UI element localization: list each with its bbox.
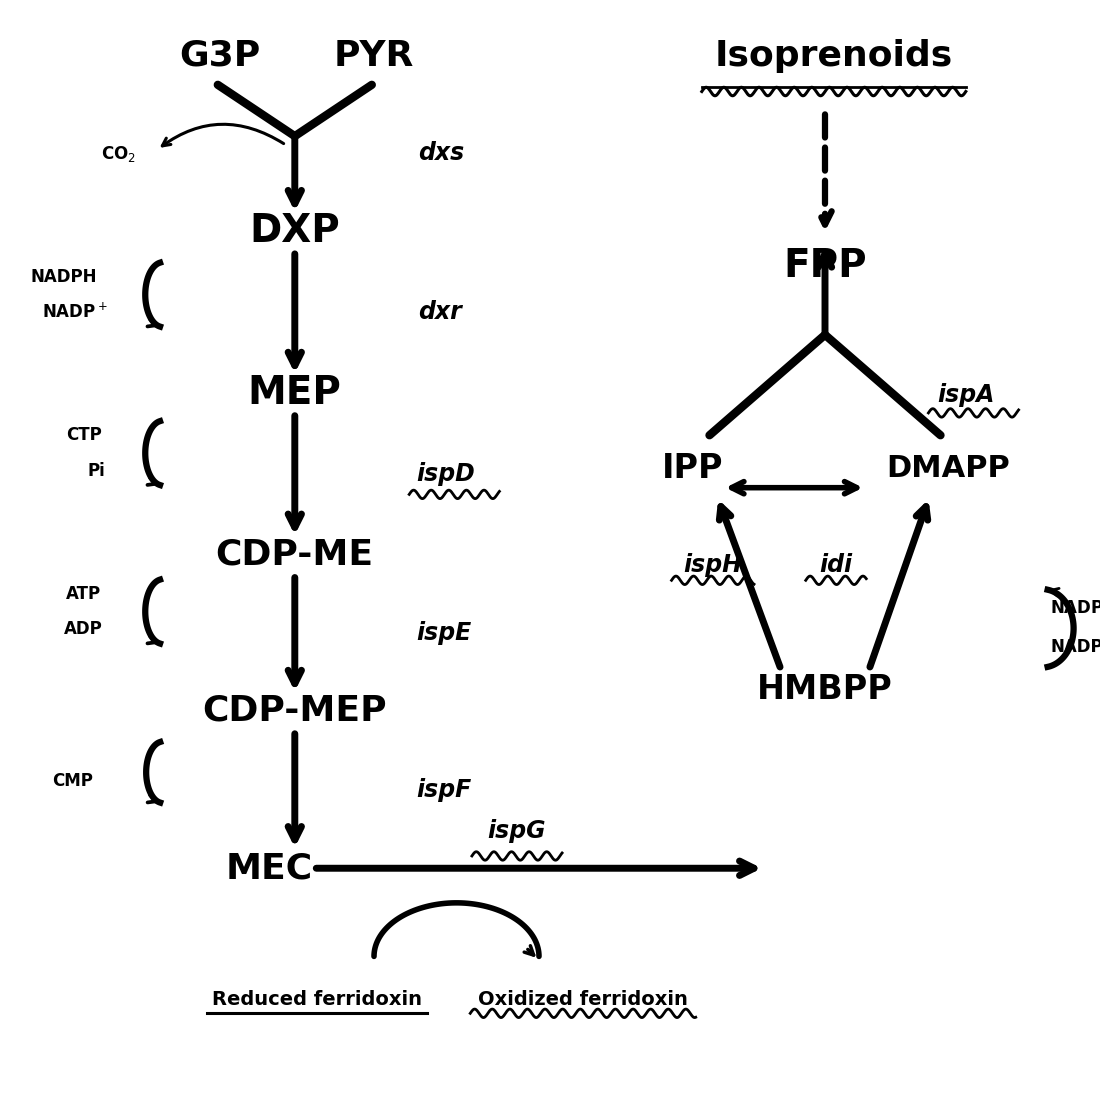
Text: NADPH: NADPH <box>1050 638 1100 656</box>
Text: CDP-ME: CDP-ME <box>216 538 374 571</box>
Text: Reduced ferridoxin: Reduced ferridoxin <box>212 990 421 1010</box>
Text: MEC: MEC <box>226 852 314 885</box>
Text: G3P: G3P <box>179 39 261 73</box>
Text: MEP: MEP <box>248 374 342 412</box>
Text: CO$_2$: CO$_2$ <box>101 144 136 164</box>
Text: ADP: ADP <box>64 620 103 638</box>
Text: PYR: PYR <box>333 39 415 73</box>
Text: NADP$^+$: NADP$^+$ <box>42 302 108 323</box>
Text: Isoprenoids: Isoprenoids <box>715 39 953 73</box>
Text: IPP: IPP <box>662 452 724 485</box>
Text: ispA: ispA <box>937 383 994 407</box>
Text: ATP: ATP <box>66 585 101 603</box>
Text: CDP-MEP: CDP-MEP <box>202 694 387 728</box>
Text: DMAPP: DMAPP <box>887 454 1010 483</box>
Text: ispD: ispD <box>416 462 474 487</box>
Text: dxs: dxs <box>418 141 464 165</box>
Text: ispF: ispF <box>416 778 471 802</box>
Text: dxr: dxr <box>418 300 462 325</box>
Text: ispE: ispE <box>416 620 471 645</box>
Text: idi: idi <box>820 552 852 577</box>
Text: HMBPP: HMBPP <box>757 673 893 706</box>
Text: Pi: Pi <box>88 462 106 480</box>
Text: FPP: FPP <box>783 247 867 285</box>
Text: NADP$^+$: NADP$^+$ <box>1050 598 1100 618</box>
Text: ispG: ispG <box>487 818 547 843</box>
Text: Oxidized ferridoxin: Oxidized ferridoxin <box>478 990 688 1010</box>
Text: NADPH: NADPH <box>31 268 97 286</box>
Text: ispH: ispH <box>683 552 743 577</box>
Text: CMP: CMP <box>52 772 94 790</box>
Text: CTP: CTP <box>66 426 101 444</box>
Text: DXP: DXP <box>250 212 340 250</box>
